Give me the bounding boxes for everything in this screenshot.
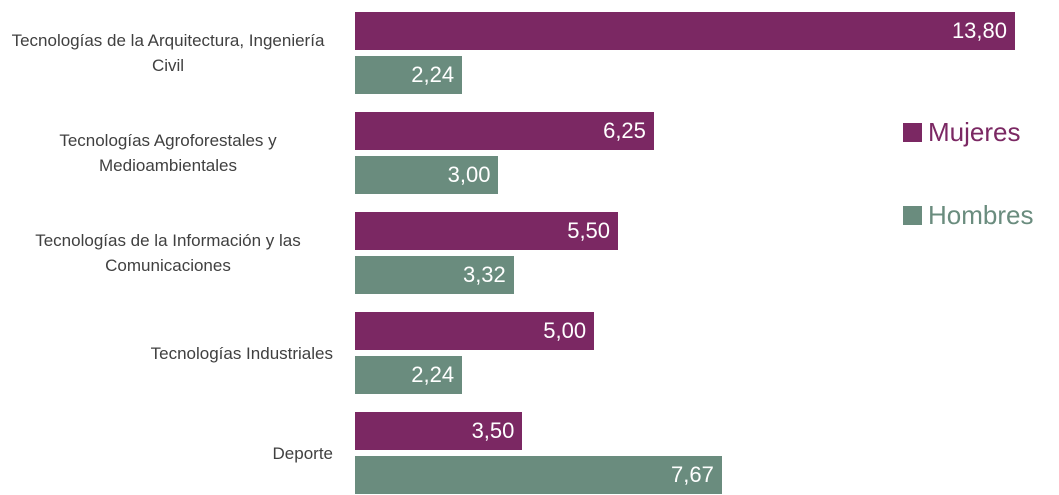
category-label: Tecnologías Agroforestales y Medioambien…	[59, 131, 277, 175]
value-label: 3,00	[447, 162, 491, 187]
legend-swatch	[903, 123, 922, 142]
value-label: 6,25	[603, 118, 646, 143]
category-label: Tecnologías de la Arquitectura, Ingenier…	[11, 31, 325, 75]
value-label: 5,00	[543, 318, 587, 343]
bar	[355, 56, 463, 94]
value-label: 2,24	[411, 362, 455, 387]
legend-item: Hombres	[903, 200, 1033, 231]
value-label: 13,80	[951, 18, 1007, 43]
category-label: Tecnologías de la Información y las Comu…	[35, 231, 301, 275]
bar	[355, 312, 595, 350]
category-label: Deporte	[272, 443, 333, 463]
category-label-box: Tecnologías de la Información y las Comu…	[0, 212, 333, 294]
legend-swatch	[903, 206, 922, 225]
category-label-box: Tecnologías de la Arquitectura, Ingenier…	[0, 12, 333, 94]
bar	[355, 112, 654, 150]
value-label: 7,67	[670, 462, 714, 487]
category-label-box: Tecnologías Industriales	[0, 312, 333, 394]
category-label: Tecnologías Industriales	[150, 343, 333, 363]
bar	[355, 456, 722, 494]
category-label-box: Deporte	[0, 412, 333, 494]
legend-item: Mujeres	[903, 117, 1020, 148]
bar	[355, 156, 499, 194]
bar	[355, 12, 1015, 50]
value-label: 3,32	[462, 262, 506, 287]
legend-label: Hombres	[928, 200, 1034, 230]
value-label: 5,50	[567, 218, 611, 243]
legend-label: Mujeres	[928, 117, 1021, 147]
category-label-box: Tecnologías Agroforestales y Medioambien…	[0, 112, 333, 194]
bar	[355, 256, 514, 294]
value-label: 3,50	[471, 418, 515, 443]
bar	[355, 412, 523, 450]
value-label: 2,24	[411, 62, 455, 87]
bar	[355, 356, 463, 394]
bar	[355, 212, 619, 250]
